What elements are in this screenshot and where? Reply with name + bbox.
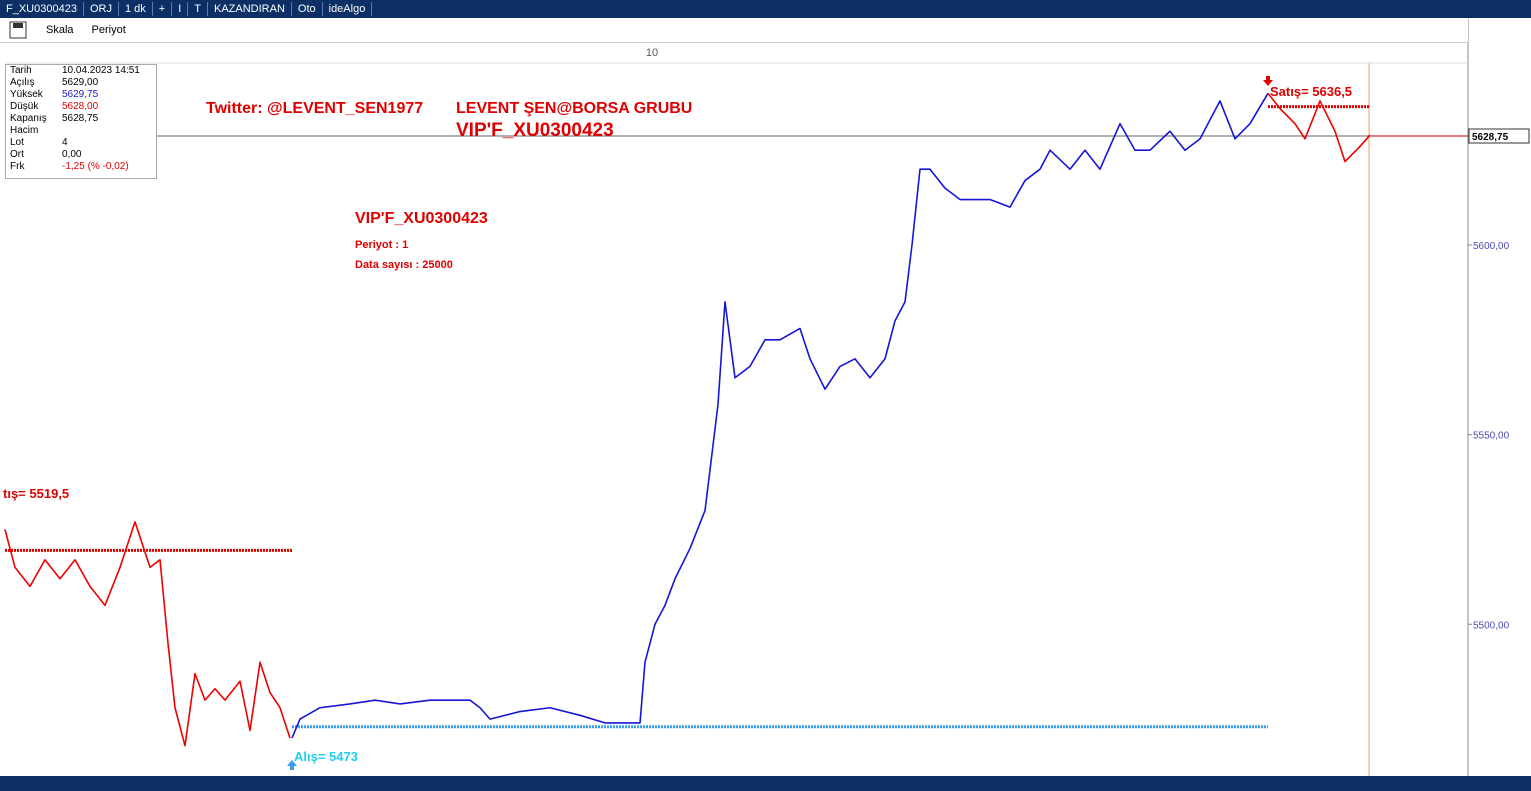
title-bar: F_XU0300423 ORJ 1 dk + I T KAZANDIRAN Oto ideAlg… — [0, 0, 1531, 18]
annotation: VIP'F_XU0300423 — [456, 120, 614, 141]
info-row: Yüksek 5629,75 — [6, 89, 156, 101]
toolbar-item[interactable]: F_XU0300423 — [0, 2, 84, 16]
annotation: Twitter: @LEVENT_SEN1977 — [206, 100, 423, 117]
signal-label: tış= 5519,5 — [3, 486, 69, 501]
info-row: Hacim — [6, 125, 156, 137]
toolbar-item[interactable]: + — [153, 2, 173, 16]
annotation: Data sayısı : 25000 — [355, 259, 453, 271]
price-line — [291, 92, 1269, 739]
menu-bar: Skala Periyot — [0, 18, 1468, 43]
price-line — [4, 521, 291, 747]
info-value: 4 — [62, 137, 68, 148]
info-value: 5629,75 — [62, 89, 99, 100]
info-row: Ort 0,00 — [6, 149, 156, 161]
save-icon[interactable] — [8, 20, 28, 40]
annotation: LEVENT ŞEN@BORSA GRUBU — [456, 100, 692, 117]
info-row: Açılış 5629,00 — [6, 77, 156, 89]
y-tick-label: 5600,00 — [1473, 241, 1510, 252]
info-row: Kapanış 5628,75 — [6, 113, 156, 125]
info-label: Tarih — [10, 65, 32, 76]
info-row: Tarih 10.04.2023 14:51 — [6, 65, 156, 77]
toolbar-item[interactable]: KAZANDIRAN — [208, 2, 292, 16]
menu-item[interactable]: Skala — [46, 24, 74, 36]
last-price-box — [1468, 128, 1530, 144]
y-axis-panel — [1468, 18, 1531, 776]
bottom-bar — [0, 776, 1531, 791]
annotation: VIP'F_XU0300423 — [355, 210, 488, 227]
y-tick-label: 5550,00 — [1473, 431, 1510, 442]
y-tick-label: 5500,00 — [1473, 620, 1510, 631]
info-label: Frk — [10, 161, 25, 172]
toolbar-item[interactable]: I — [172, 2, 189, 16]
info-value: -1,25 (% -0,02) — [62, 161, 129, 172]
toolbar-item[interactable]: Oto — [292, 2, 323, 16]
toolbar-item[interactable]: ORJ — [84, 2, 119, 16]
info-value: 0,00 — [62, 149, 82, 160]
info-value: 10.04.2023 14:51 — [62, 65, 140, 76]
signal-label: Alış= 5473 — [294, 749, 358, 764]
info-label: Kapanış — [10, 113, 47, 124]
info-panel: Tarih 10.04.2023 14:51 Açılış 5629,00 Yüksek… — [5, 64, 157, 179]
toolbar-item[interactable]: ideAlgo — [323, 2, 373, 16]
info-row: Frk -1,25 (% -0,02) — [6, 161, 156, 173]
x-tick-label: 10 — [646, 47, 658, 59]
price-line — [1267, 92, 1371, 163]
info-row: Düşük 5628,00 — [6, 101, 156, 113]
info-label: Ort — [10, 149, 24, 160]
info-label: Lot — [10, 137, 24, 148]
info-value: 5628,75 — [62, 113, 99, 124]
menu-item[interactable]: Periyot — [91, 24, 126, 36]
buy-arrow — [287, 760, 297, 770]
toolbar-item[interactable]: 1 dk — [119, 2, 153, 16]
toolbar-item[interactable]: T — [188, 2, 208, 16]
signal-label: Satış= 5636,5 — [1270, 84, 1352, 99]
info-label: Hacim — [10, 125, 39, 136]
info-row: Lot 4 — [6, 137, 156, 149]
info-value: 5629,00 — [62, 77, 99, 88]
info-label: Yüksek — [10, 89, 43, 100]
info-label: Açılış — [10, 77, 35, 88]
sell-arrow — [1263, 76, 1273, 86]
annotation: Periyot : 1 — [355, 239, 408, 251]
last-price-label: 5628,75 — [1472, 132, 1509, 143]
info-value: 5628,00 — [62, 101, 99, 112]
info-label: Düşük — [10, 101, 39, 112]
